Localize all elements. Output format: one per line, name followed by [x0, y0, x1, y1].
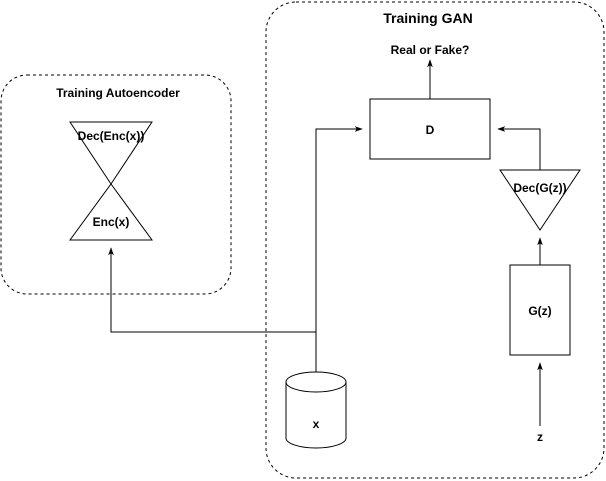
autoencoder-group	[0, 74, 232, 295]
gan-group	[265, 1, 605, 479]
decoder-output-label: Dec(Enc(x))	[78, 129, 145, 143]
encoder-label: Enc(x)	[93, 215, 130, 229]
autoencoder-group-title: Training Autoencoder	[56, 86, 180, 100]
gan-decoder-to-discriminator-arrow	[497, 126, 541, 170]
noise-label: z	[537, 430, 543, 444]
data-store-label: x	[313, 417, 320, 431]
decoder-triangle	[69, 121, 153, 185]
discriminator-output-label: Real or Fake?	[391, 43, 470, 57]
x-to-encoder-arrow	[108, 247, 317, 372]
discriminator-label: D	[426, 123, 435, 137]
data-store-cylinder	[285, 371, 347, 449]
gan-group-title: Training GAN	[383, 10, 472, 26]
gan-decoder-label: Dec(G(z))	[513, 181, 566, 195]
x-to-discriminator-arrow	[315, 126, 363, 332]
generator-label: G(z)	[528, 304, 551, 318]
encoder-triangle	[69, 183, 153, 241]
